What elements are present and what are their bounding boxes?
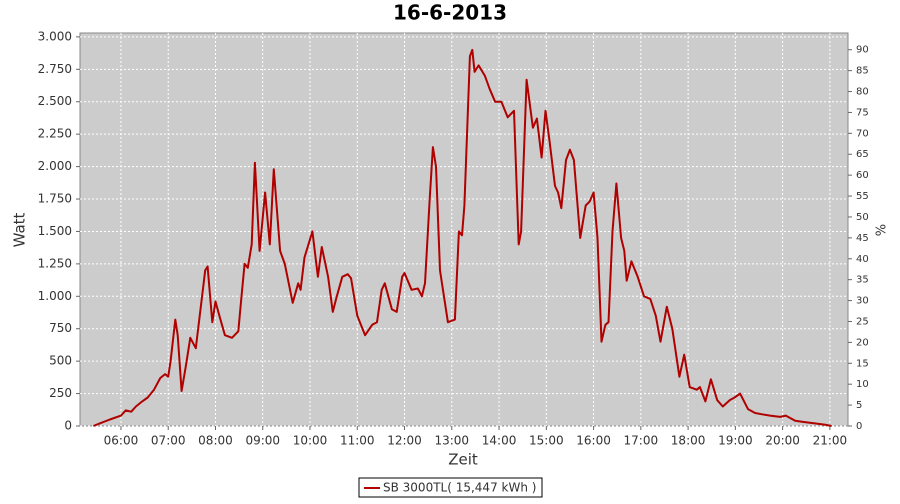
x-tick-label: 11:00 bbox=[340, 434, 375, 448]
x-tick-label: 20:00 bbox=[765, 434, 800, 448]
y2-tick-label: 5 bbox=[856, 400, 862, 411]
y2-tick-label: 60 bbox=[856, 170, 869, 181]
y2-tick-label: 35 bbox=[856, 275, 869, 286]
plot-area bbox=[79, 32, 849, 427]
x-tick-label: 12:00 bbox=[387, 434, 422, 448]
x-tick-label: 14:00 bbox=[482, 434, 517, 448]
y2-tick-label: 45 bbox=[856, 233, 869, 244]
y2-tick-label: 25 bbox=[856, 316, 869, 327]
y-tick-label: 2.000 bbox=[38, 159, 72, 173]
y-tick-label: 250 bbox=[49, 386, 72, 400]
y2-tick-label: 40 bbox=[856, 254, 869, 265]
y2-tick-label: 90 bbox=[856, 45, 869, 56]
y-tick-label: 1.750 bbox=[38, 192, 72, 206]
data-line bbox=[93, 48, 832, 427]
y-tick-label: 2.500 bbox=[38, 94, 72, 108]
y2-tick-label: 10 bbox=[856, 379, 869, 390]
y-tick-label: 2.750 bbox=[38, 62, 72, 76]
y2-tick-label: 15 bbox=[856, 358, 869, 369]
y2-tick-label: 30 bbox=[856, 296, 869, 307]
y-tick-label: 500 bbox=[49, 354, 72, 368]
y2-tick-label: 0 bbox=[856, 421, 862, 432]
y2-tick-label: 20 bbox=[856, 337, 869, 348]
x-tick-label: 21:00 bbox=[813, 434, 848, 448]
legend bbox=[358, 477, 543, 498]
y-tick-label: 3.000 bbox=[38, 29, 72, 43]
x-tick-label: 19:00 bbox=[718, 434, 753, 448]
x-tick-label: 06:00 bbox=[104, 434, 139, 448]
chart-title: 16-6-2013 bbox=[393, 1, 507, 25]
y2-tick-label: 55 bbox=[856, 191, 869, 202]
y-axis-label: Watt bbox=[11, 212, 29, 247]
y2-tick-label: 80 bbox=[856, 87, 869, 98]
y2-tick-label: 50 bbox=[856, 212, 869, 223]
x-tick-label: 15:00 bbox=[529, 434, 564, 448]
y-tick-label: 1.000 bbox=[38, 289, 72, 303]
x-tick-label: 13:00 bbox=[434, 434, 469, 448]
x-tick-label: 16:00 bbox=[576, 434, 611, 448]
y-tick-label: 750 bbox=[49, 321, 72, 335]
x-tick-label: 17:00 bbox=[624, 434, 659, 448]
x-axis-label: Zeit bbox=[448, 451, 478, 469]
x-tick-label: 07:00 bbox=[151, 434, 186, 448]
y-tick-label: 2.250 bbox=[38, 127, 72, 141]
y-tick-label: 0 bbox=[64, 419, 72, 433]
y2-tick-label: 65 bbox=[856, 149, 869, 160]
y2-axis-label: % bbox=[875, 224, 890, 236]
y2-tick-label: 70 bbox=[856, 128, 869, 139]
x-tick-label: 10:00 bbox=[293, 434, 328, 448]
legend-label: SB 3000TL( 15,447 kWh ) bbox=[383, 481, 536, 495]
y-tick-label: 1.500 bbox=[38, 224, 72, 238]
x-tick-label: 09:00 bbox=[245, 434, 280, 448]
x-tick-label: 08:00 bbox=[198, 434, 233, 448]
x-tick-label: 18:00 bbox=[671, 434, 706, 448]
y2-tick-label: 75 bbox=[856, 107, 869, 118]
y-tick-label: 1.250 bbox=[38, 256, 72, 270]
y2-tick-label: 85 bbox=[856, 66, 869, 77]
